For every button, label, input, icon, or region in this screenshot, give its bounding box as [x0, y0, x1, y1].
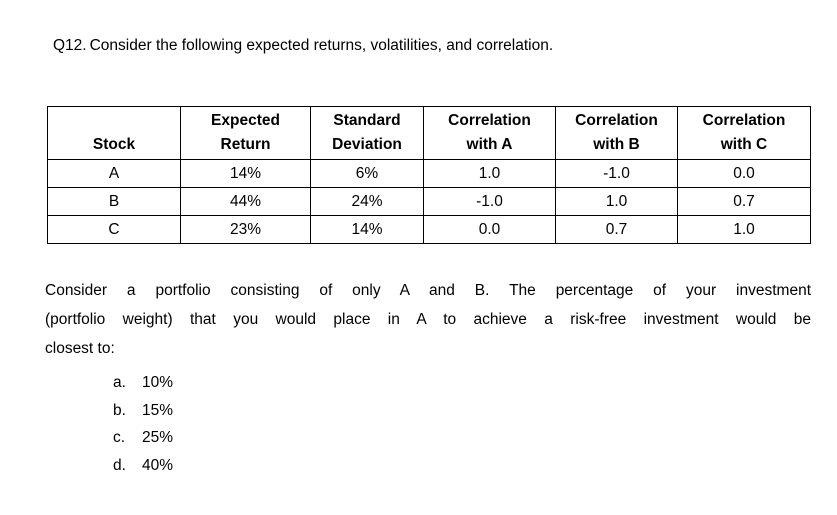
table-cell: 44%: [180, 187, 311, 216]
option-label: c.: [113, 429, 126, 446]
header-correlation-b: Correlation with B: [555, 106, 678, 160]
header-line: Correlation: [575, 112, 658, 129]
table-cell: 6%: [310, 159, 424, 188]
question-text-line: closest to:: [45, 340, 115, 357]
answer-options: a. 10% b. 15% c. 25% d. 40%: [113, 369, 173, 479]
question-text-line: Consider a portfolio consisting of only …: [45, 282, 811, 299]
table-cell: B: [47, 187, 181, 216]
question-header: Q12. Consider the following expected retu…: [53, 36, 553, 56]
table-cell: A: [47, 159, 181, 188]
table-cell: 1.0: [423, 159, 556, 188]
question-text: Consider a portfolio consisting of only …: [45, 276, 811, 363]
option-value: 10%: [142, 374, 174, 391]
answer-option-c: c. 25%: [113, 424, 173, 452]
table-cell: 0.7: [555, 215, 678, 244]
table-cell: 24%: [310, 187, 424, 216]
option-value: 25%: [142, 429, 174, 446]
option-value: 15%: [142, 401, 174, 419]
table-cell: 0.0: [677, 159, 811, 188]
table-cell: C: [47, 215, 181, 244]
table-cell: 14%: [180, 159, 311, 188]
header-standard-deviation: Standard Deviation: [310, 106, 424, 160]
option-label: d.: [113, 456, 126, 474]
option-value: 40%: [142, 456, 174, 474]
returns-correlation-table: Stock Expected Return Standard Deviation…: [47, 106, 811, 244]
table-cell: -1.0: [423, 187, 556, 216]
header-line: Stock: [92, 136, 136, 153]
table-cell: 23%: [180, 215, 311, 244]
header-line: Return: [220, 136, 271, 153]
table-cell: 14%: [310, 215, 424, 244]
header-line: Correlation: [448, 112, 531, 129]
header-correlation-a: Correlation with A: [423, 106, 556, 160]
header-expected-return: Expected Return: [180, 106, 311, 160]
question-text-line: (portfolio weight) that you would place …: [45, 311, 811, 328]
table-row-a: A 14% 6% 1.0 -1.0 0.0: [47, 159, 811, 188]
table-header-row: Stock Expected Return Standard Deviation…: [47, 106, 811, 160]
option-label: a.: [113, 374, 126, 391]
table-cell: 0.7: [677, 187, 811, 216]
question-intro: Consider the following expected returns,…: [89, 37, 554, 54]
table-row-c: C 23% 14% 0.0 0.7 1.0: [47, 215, 811, 244]
table-cell: -1.0: [555, 159, 678, 188]
header-line: Correlation: [702, 112, 786, 129]
table-row-b: B 44% 24% -1.0 1.0 0.7: [47, 187, 811, 216]
table-cell: 1.0: [555, 187, 678, 216]
answer-option-a: a. 10%: [113, 369, 173, 397]
table-cell: 0.0: [423, 215, 556, 244]
option-label: b.: [113, 401, 126, 419]
answer-option-b: b. 15%: [113, 397, 173, 425]
question-number: Q12.: [53, 37, 87, 54]
table-cell: 1.0: [677, 215, 811, 244]
header-line: Deviation: [332, 136, 402, 153]
header-line: Expected: [211, 112, 280, 129]
header-line: with A: [466, 136, 513, 153]
header-line: with C: [720, 136, 768, 153]
header-correlation-c: Correlation with C: [677, 106, 811, 160]
header-stock: Stock: [47, 106, 181, 160]
header-line: with B: [593, 136, 640, 153]
answer-option-d: d. 40%: [113, 452, 173, 480]
header-line: Standard: [333, 112, 401, 129]
